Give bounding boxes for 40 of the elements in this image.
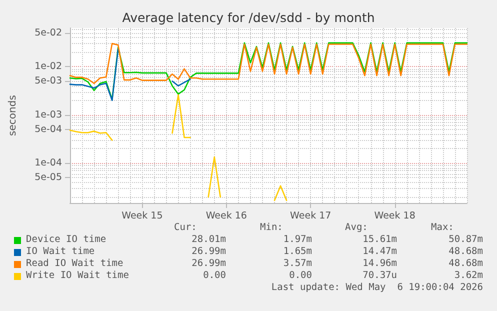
text: 48.68m: [448, 258, 483, 269]
text: 28.01m: [190, 234, 226, 245]
y-tick-label: 5e-05: [34, 172, 62, 184]
text: 15.61m: [362, 234, 397, 245]
y-axis-title: seconds: [8, 95, 18, 136]
x-tick-label: Week 18: [374, 210, 416, 222]
text: 48.68m: [448, 246, 483, 257]
text: 14.47m: [362, 246, 397, 257]
text: Avg:: [345, 222, 369, 233]
y-tick-label: 5e-04: [34, 124, 62, 135]
text: 1.65m: [282, 246, 312, 257]
text: 0.00: [288, 270, 312, 281]
line-series: [69, 42, 468, 100]
text: Min:: [260, 222, 284, 233]
text: Max:: [431, 222, 455, 233]
legend-label: Write IO Wait time: [26, 270, 129, 282]
y-tick-label: 1e-03: [34, 109, 62, 120]
text: 70.37u: [362, 270, 397, 281]
text: 14.96m: [362, 258, 397, 269]
x-tick-label: Week 15: [122, 210, 163, 222]
x-tick-label: Week 16: [206, 210, 247, 222]
text: 3.57m: [282, 258, 312, 269]
legend-label: Device IO time: [26, 234, 106, 246]
chart-title: Average latency for /dev/sdd - by month: [122, 10, 375, 25]
text: 26.99m: [190, 246, 226, 257]
y-tick-label: 1e-04: [34, 158, 62, 169]
text: 26.99m: [190, 258, 226, 269]
text: 0.00: [202, 270, 226, 281]
y-tick-label: 5e-02: [34, 27, 62, 38]
y-tick-label: 5e-03: [34, 76, 62, 87]
legend-label: IO Wait time: [26, 246, 95, 258]
legend-label: Read IO Wait time: [26, 258, 124, 270]
text: Cur:: [174, 222, 198, 233]
text: 50.87m: [448, 234, 483, 245]
line-series: [69, 42, 468, 84]
text: Last update: Wed May 6 19:00:04 2026: [271, 282, 483, 294]
text: 1.97m: [282, 234, 312, 245]
x-tick-label: Week 17: [290, 210, 332, 222]
y-tick-label: 1e-02: [34, 61, 62, 72]
text: 3.62m: [453, 270, 483, 281]
